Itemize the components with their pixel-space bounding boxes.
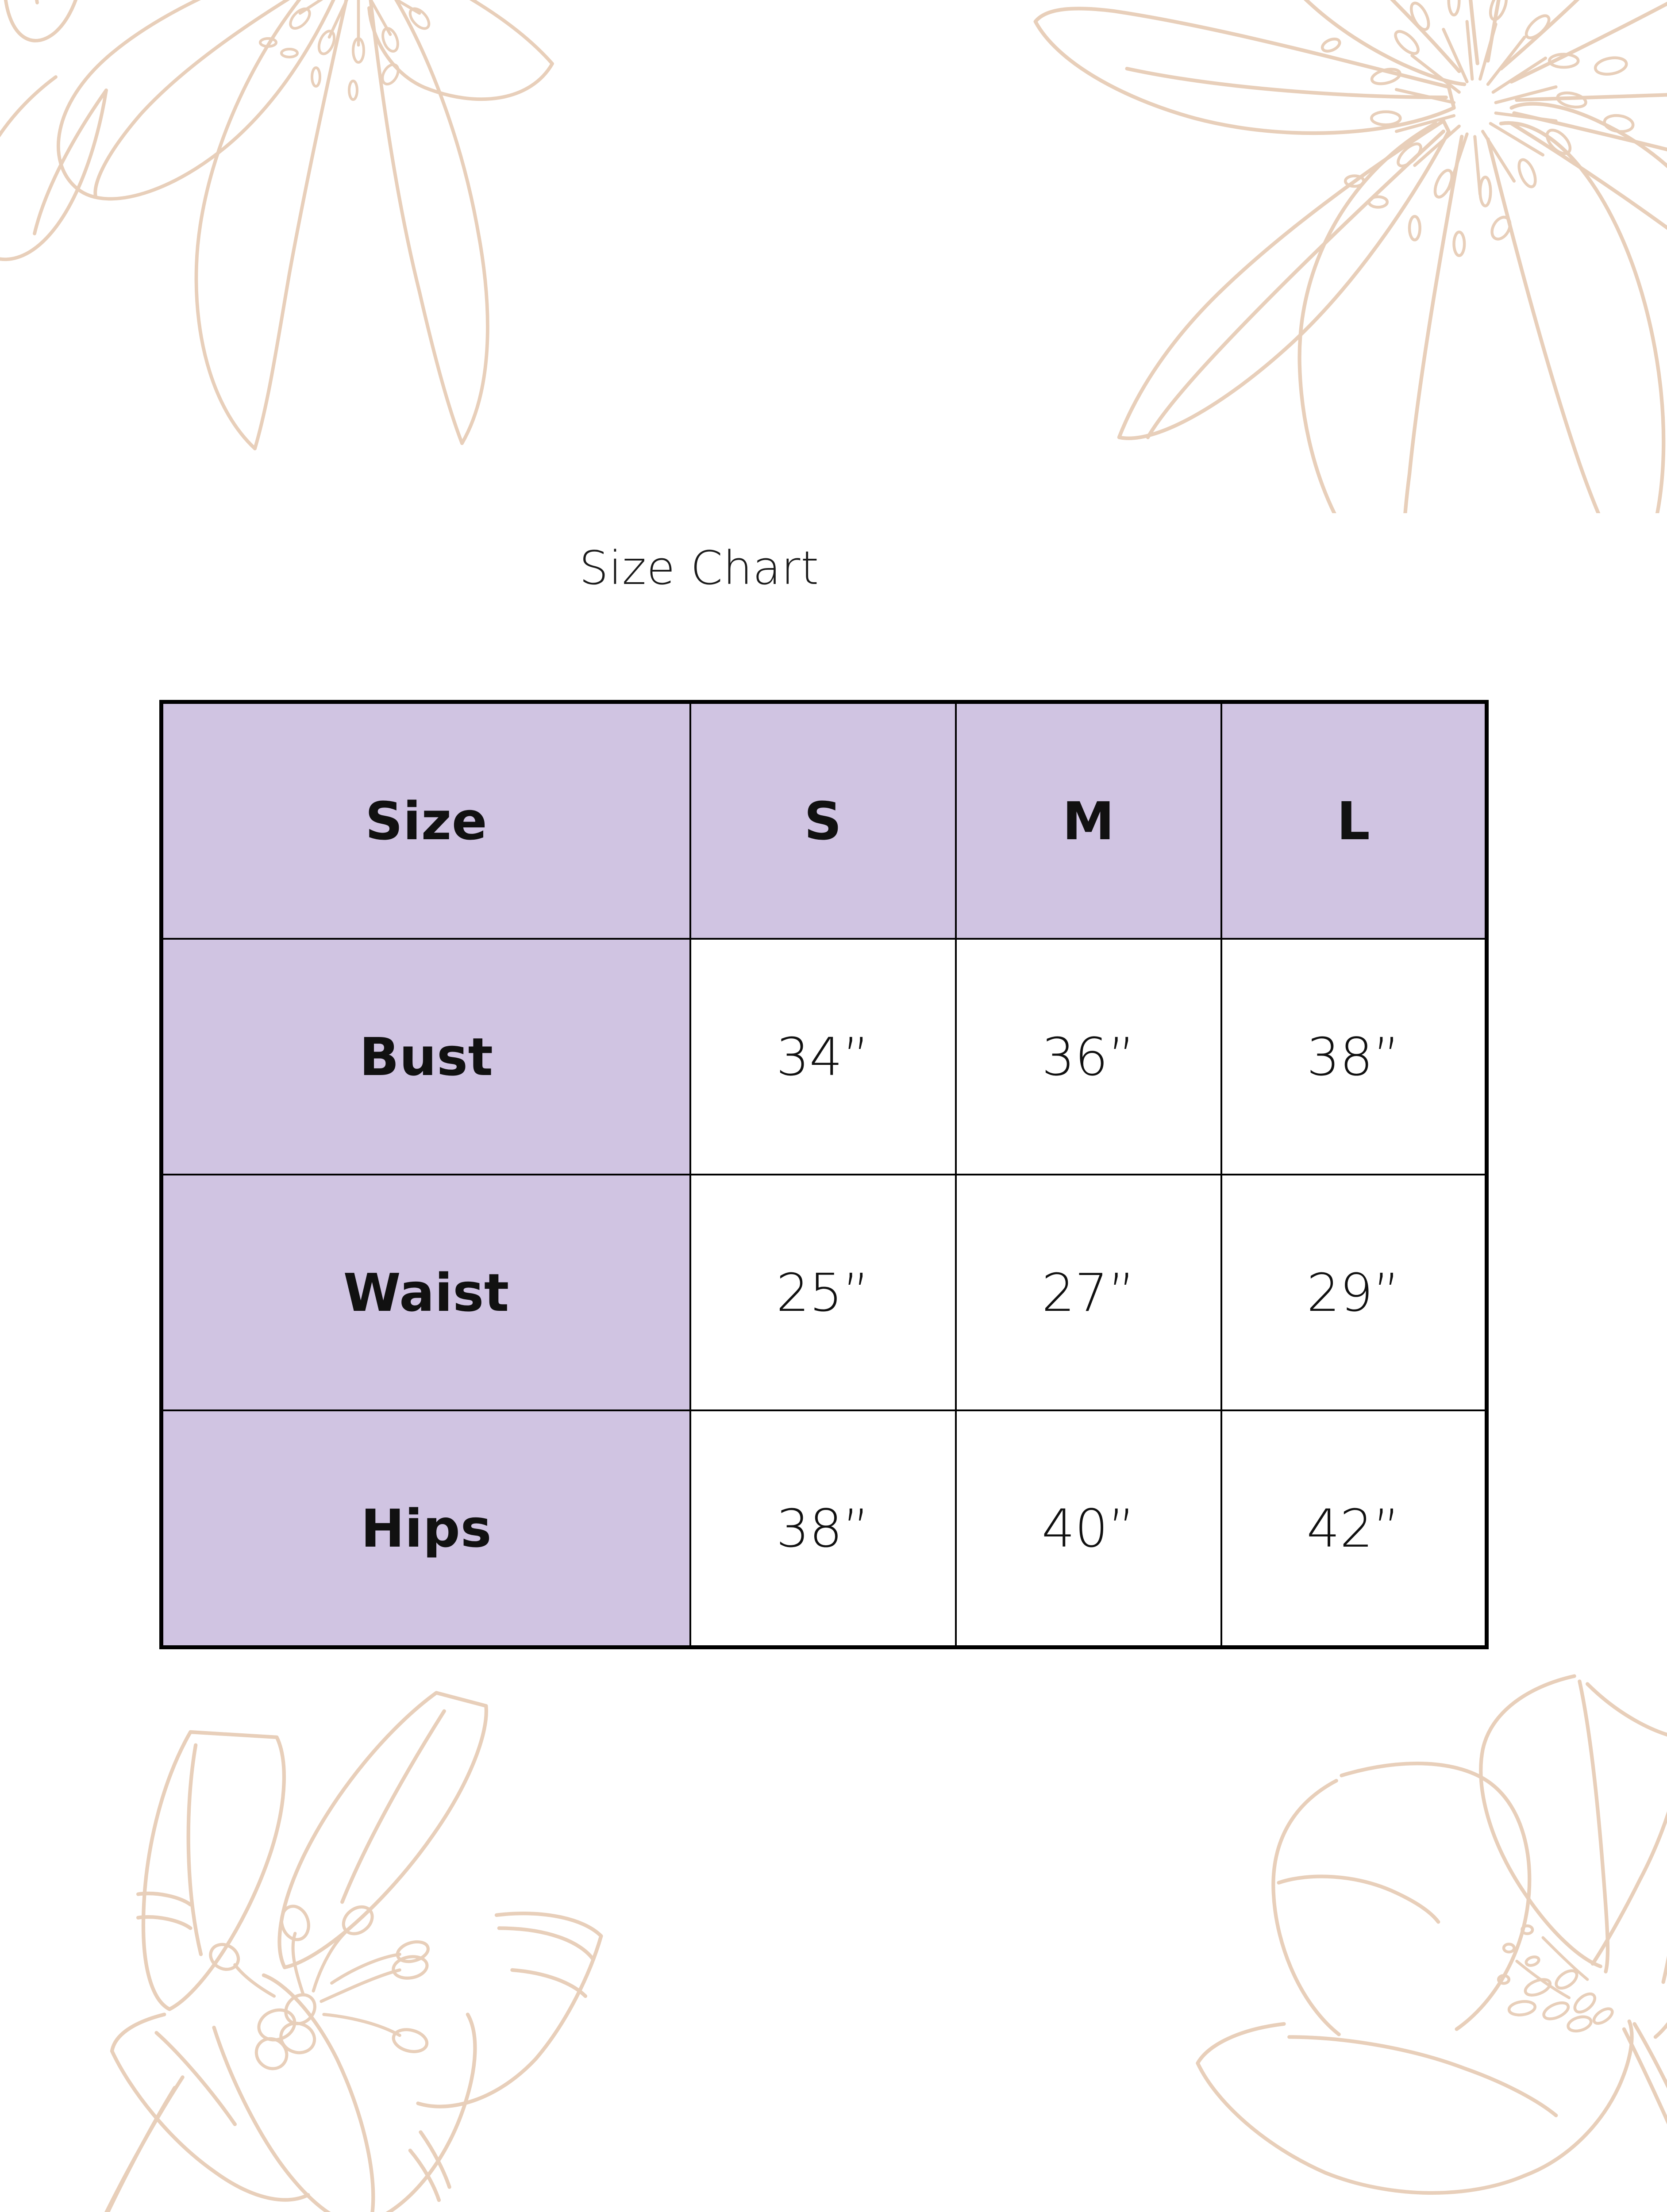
cell-bust-m: 36” [955, 938, 1222, 1175]
row-label-waist: Waist [160, 1174, 691, 1411]
table-row-waist: Waist 25” 27” 29” [160, 1174, 1488, 1411]
table-row-hips: Hips 38” 40” 42” [160, 1409, 1488, 1648]
page-title: Size Chart [579, 541, 820, 595]
cell-bust-s: 34” [689, 938, 957, 1175]
size-chart-table: Size S M L Bust 34” 36” 38” Waist 25” 27… [159, 700, 1489, 1649]
flower-bottom-right-icon [1133, 1637, 1667, 2212]
cell-bust-l: 38” [1220, 938, 1488, 1175]
row-label-bust: Bust [160, 938, 691, 1175]
table-header-row: Size S M L [160, 701, 1488, 940]
flower-top-left-icon [0, 0, 558, 478]
cell-waist-m: 27” [955, 1174, 1222, 1411]
cell-waist-s: 25” [689, 1174, 957, 1411]
cell-waist-l: 29” [1220, 1174, 1488, 1411]
cell-hips-l: 42” [1220, 1409, 1488, 1648]
flower-bottom-left-icon [13, 1646, 624, 2212]
flower-top-right-icon [1022, 0, 1667, 513]
header-cell-s: S [689, 701, 957, 940]
cell-hips-s: 38” [689, 1409, 957, 1648]
header-cell-m: M [955, 701, 1222, 940]
table-row-bust: Bust 34” 36” 38” [160, 938, 1488, 1175]
header-cell-l: L [1220, 701, 1488, 940]
row-label-hips: Hips [160, 1409, 691, 1648]
header-cell-size: Size [160, 701, 691, 940]
cell-hips-m: 40” [955, 1409, 1222, 1648]
